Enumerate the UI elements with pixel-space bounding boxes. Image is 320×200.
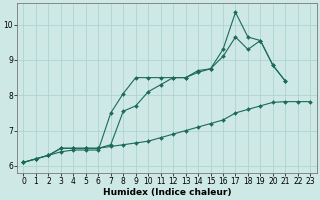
X-axis label: Humidex (Indice chaleur): Humidex (Indice chaleur) [103,188,231,197]
